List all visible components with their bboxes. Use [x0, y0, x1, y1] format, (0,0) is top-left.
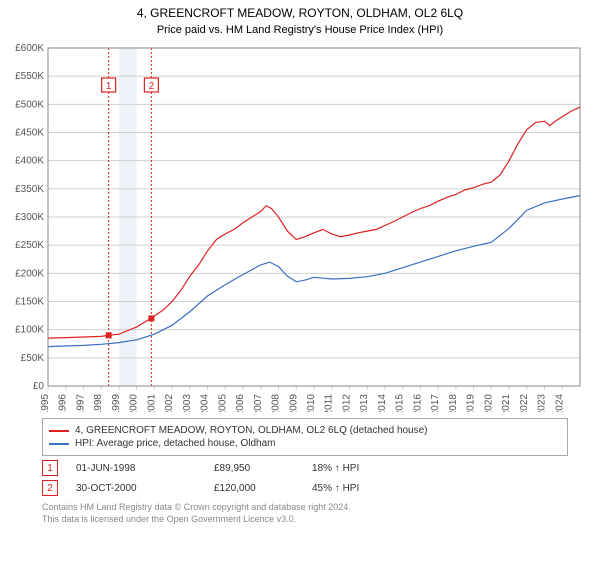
sale-row: 1 01-JUN-1998 £89,950 18% ↑ HPI — [42, 460, 568, 476]
sales-list: 1 01-JUN-1998 £89,950 18% ↑ HPI 2 30-OCT-2000… — [42, 460, 568, 496]
sale-number: 2 — [149, 81, 155, 92]
x-tick-label: 2020 — [483, 394, 494, 412]
x-tick-label: 2024 — [554, 394, 565, 412]
x-tick-label: 2021 — [501, 394, 512, 412]
x-tick-label: 1997 — [75, 394, 86, 412]
x-tick-label: 2014 — [377, 394, 388, 412]
x-tick-label: 2017 — [430, 394, 441, 412]
y-tick-label: £100K — [15, 325, 44, 336]
x-tick-label: 2003 — [182, 394, 193, 412]
legend-swatch — [49, 443, 69, 445]
legend-row: 4, GREENCROFT MEADOW, ROYTON, OLDHAM, OL… — [49, 425, 561, 436]
legend-label: 4, GREENCROFT MEADOW, ROYTON, OLDHAM, OL… — [75, 425, 428, 436]
y-tick-label: £600K — [15, 43, 44, 54]
chart-container: 4, GREENCROFT MEADOW, ROYTON, OLDHAM, OL… — [0, 6, 600, 412]
x-tick-label: 2009 — [288, 394, 299, 412]
y-tick-label: £50K — [21, 353, 45, 364]
sale-delta: 18% ↑ HPI — [312, 463, 392, 474]
x-tick-label: 1996 — [58, 394, 69, 412]
sale-date: 30-OCT-2000 — [76, 483, 196, 494]
x-tick-label: 1995 — [40, 394, 51, 412]
sale-number-box: 2 — [42, 480, 58, 496]
x-tick-label: 2015 — [395, 394, 406, 412]
y-tick-label: £350K — [15, 184, 44, 195]
x-tick-label: 1998 — [93, 394, 104, 412]
x-tick-label: 2018 — [448, 394, 459, 412]
x-tick-label: 2008 — [271, 394, 282, 412]
sale-number: 1 — [106, 81, 112, 92]
legend-row: HPI: Average price, detached house, Oldh… — [49, 438, 561, 449]
x-tick-label: 2016 — [412, 394, 423, 412]
legend-swatch — [49, 430, 69, 432]
y-tick-label: £450K — [15, 128, 44, 139]
title-address: 4, GREENCROFT MEADOW, ROYTON, OLDHAM, OL… — [0, 6, 600, 20]
y-tick-label: £500K — [15, 99, 44, 110]
sale-delta: 45% ↑ HPI — [312, 483, 392, 494]
x-tick-label: 2007 — [253, 394, 264, 412]
price-chart: £0 £50K £100K £150K £200K £250K £300K £350K £400… — [0, 40, 600, 412]
x-tick-label: 2019 — [466, 394, 477, 412]
y-tick-label: £250K — [15, 240, 44, 251]
x-tick-label: 1999 — [111, 394, 122, 412]
title-block: 4, GREENCROFT MEADOW, ROYTON, OLDHAM, OL… — [0, 6, 600, 36]
y-tick-label: £200K — [15, 268, 44, 279]
sale-point — [106, 332, 112, 338]
footer-line2: This data is licensed under the Open Gov… — [42, 514, 568, 526]
title-subtitle: Price paid vs. HM Land Registry's House … — [0, 24, 600, 36]
y-tick-label: £150K — [15, 297, 44, 308]
sale-number-box: 1 — [42, 460, 58, 476]
footer-line1: Contains HM Land Registry data © Crown c… — [42, 502, 568, 514]
x-tick-label: 2006 — [235, 394, 246, 412]
sale-date: 01-JUN-1998 — [76, 463, 196, 474]
x-tick-label: 2002 — [164, 394, 175, 412]
x-tick-label: 2011 — [324, 394, 335, 412]
sale-price: £89,950 — [214, 463, 294, 474]
x-tick-label: 2010 — [306, 394, 317, 412]
legend: 4, GREENCROFT MEADOW, ROYTON, OLDHAM, OL… — [42, 418, 568, 456]
x-tick-label: 2000 — [129, 394, 140, 412]
x-tick-label: 2004 — [200, 394, 211, 412]
x-tick-label: 2013 — [359, 394, 370, 412]
sale-price: £120,000 — [214, 483, 294, 494]
y-tick-label: £400K — [15, 156, 44, 167]
x-tick-label: 2023 — [537, 394, 548, 412]
sale-point — [148, 315, 154, 321]
x-tick-label: 2012 — [341, 394, 352, 412]
y-tick-label: £0 — [33, 381, 45, 392]
y-tick-label: £300K — [15, 212, 44, 223]
x-tick-label: 2022 — [519, 394, 530, 412]
x-tick-label: 2001 — [146, 394, 157, 412]
x-tick-label: 2005 — [217, 394, 228, 412]
sale-row: 2 30-OCT-2000 £120,000 45% ↑ HPI — [42, 480, 568, 496]
legend-label: HPI: Average price, detached house, Oldh… — [75, 438, 276, 449]
y-tick-label: £550K — [15, 71, 44, 82]
footer: Contains HM Land Registry data © Crown c… — [42, 502, 568, 525]
